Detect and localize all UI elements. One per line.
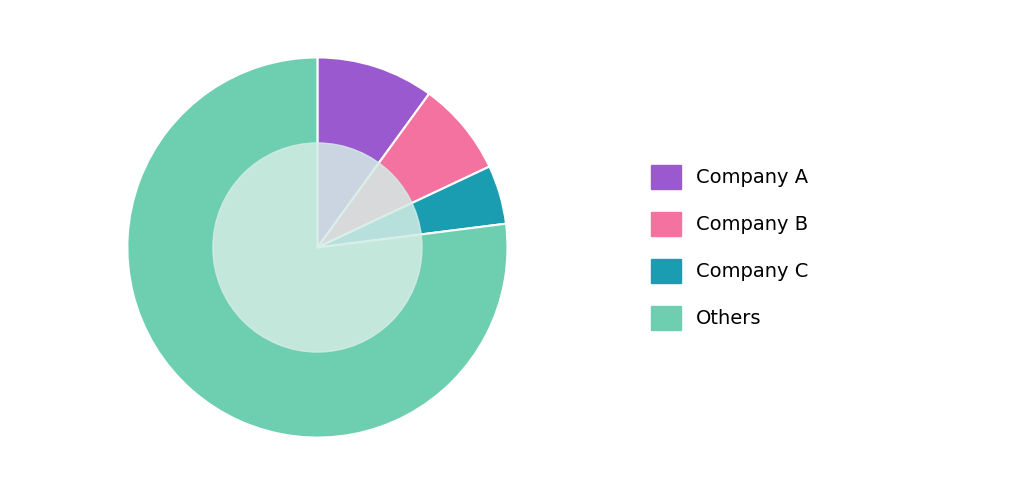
Wedge shape (317, 57, 429, 248)
Wedge shape (317, 94, 489, 248)
Circle shape (213, 143, 422, 352)
Legend: Company A, Company B, Company C, Others: Company A, Company B, Company C, Others (643, 157, 816, 338)
Wedge shape (317, 167, 506, 248)
Wedge shape (127, 57, 508, 438)
